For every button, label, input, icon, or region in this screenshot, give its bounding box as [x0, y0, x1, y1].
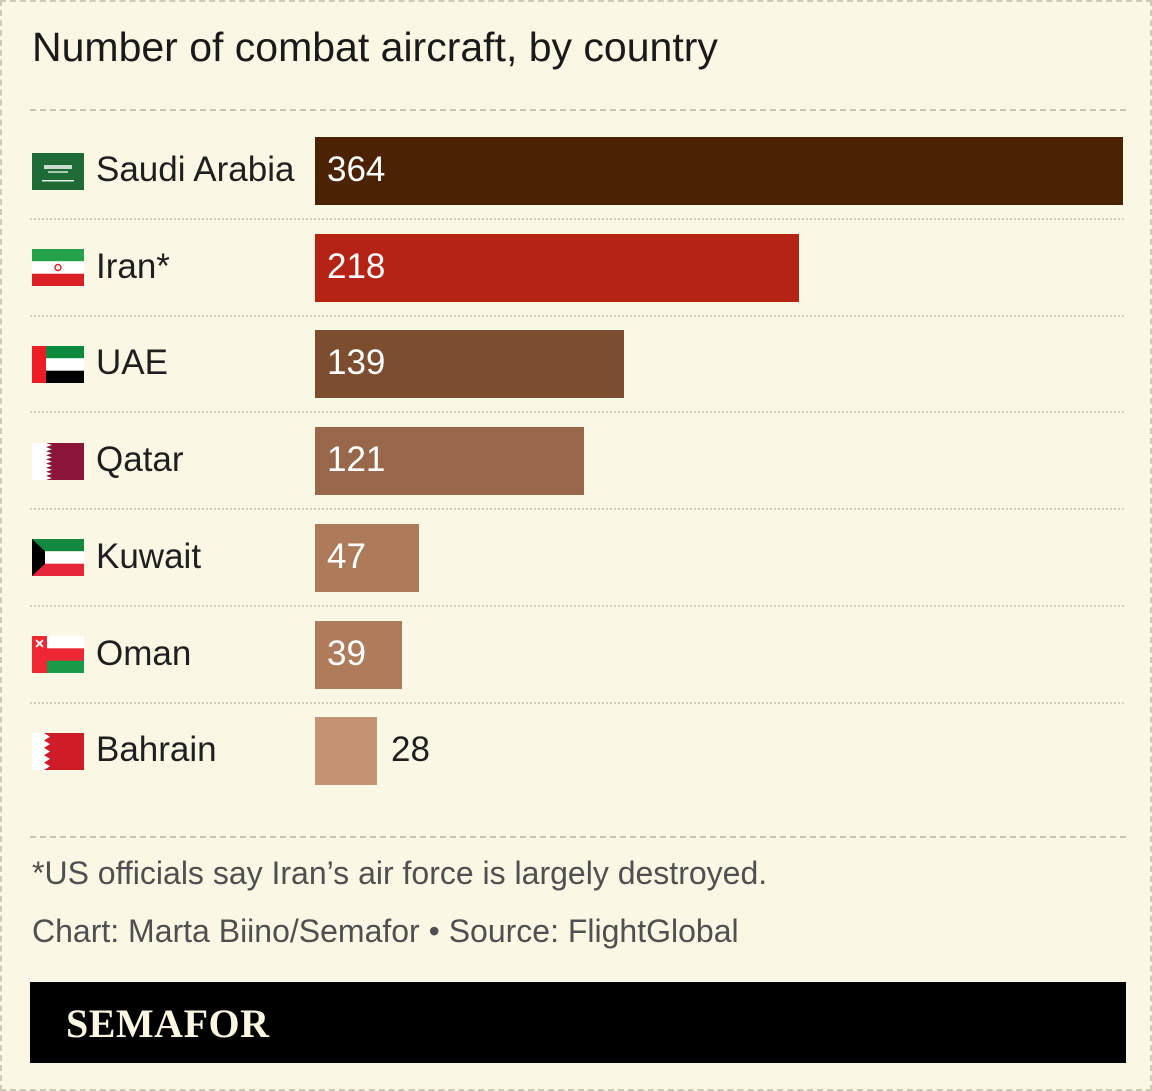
- category-label: Oman: [96, 633, 192, 673]
- bar: [315, 717, 377, 786]
- category-label: Saudi Arabia: [96, 150, 295, 189]
- data-label: 364: [327, 150, 386, 189]
- top-divider: [30, 109, 1126, 111]
- bahrain-flag-icon: [32, 732, 84, 770]
- source-credit: Chart: Marta Biino/Semafor • Source: Fli…: [32, 913, 739, 949]
- row-separator: [30, 314, 1124, 317]
- row-separator: [30, 508, 1124, 511]
- bar: [315, 137, 1123, 205]
- data-label: 28: [391, 730, 430, 770]
- data-label: 47: [327, 536, 366, 576]
- qatar-flag-icon: [32, 442, 84, 480]
- category-label: Bahrain: [96, 730, 217, 770]
- iran-flag-icon: [32, 249, 84, 287]
- footnote: *US officials say Iran’s air force is la…: [32, 855, 768, 891]
- row-separator: [30, 411, 1124, 414]
- bar: [315, 330, 624, 399]
- data-label: 121: [327, 440, 386, 480]
- brand-footer: SEMAFOR: [30, 982, 1126, 1063]
- category-label: Qatar: [96, 440, 184, 480]
- row-separator: [30, 604, 1124, 607]
- bar: [315, 523, 419, 592]
- bar: [315, 233, 799, 302]
- data-label: 39: [327, 633, 366, 673]
- category-label: Kuwait: [96, 536, 202, 576]
- category-label: Iran*: [96, 246, 170, 286]
- kuwait-flag-icon: [32, 539, 84, 577]
- chart-title: Number of combat aircraft, by country: [32, 24, 718, 70]
- bottom-divider: [30, 836, 1126, 838]
- row-separator: [30, 218, 1124, 220]
- oman-flag-icon: [32, 636, 84, 673]
- data-label: 218: [327, 246, 386, 286]
- category-label: UAE: [96, 343, 168, 383]
- bar: [315, 427, 584, 496]
- semafor-logo: SEMAFOR: [66, 1001, 270, 1046]
- bar: [315, 620, 402, 689]
- row-separator: [30, 701, 1124, 704]
- saudi-arabia-flag-icon: [32, 152, 84, 190]
- data-label: 139: [327, 343, 386, 383]
- uae-flag-icon: [32, 345, 84, 383]
